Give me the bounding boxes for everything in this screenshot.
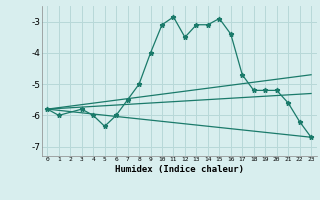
X-axis label: Humidex (Indice chaleur): Humidex (Indice chaleur) [115,165,244,174]
